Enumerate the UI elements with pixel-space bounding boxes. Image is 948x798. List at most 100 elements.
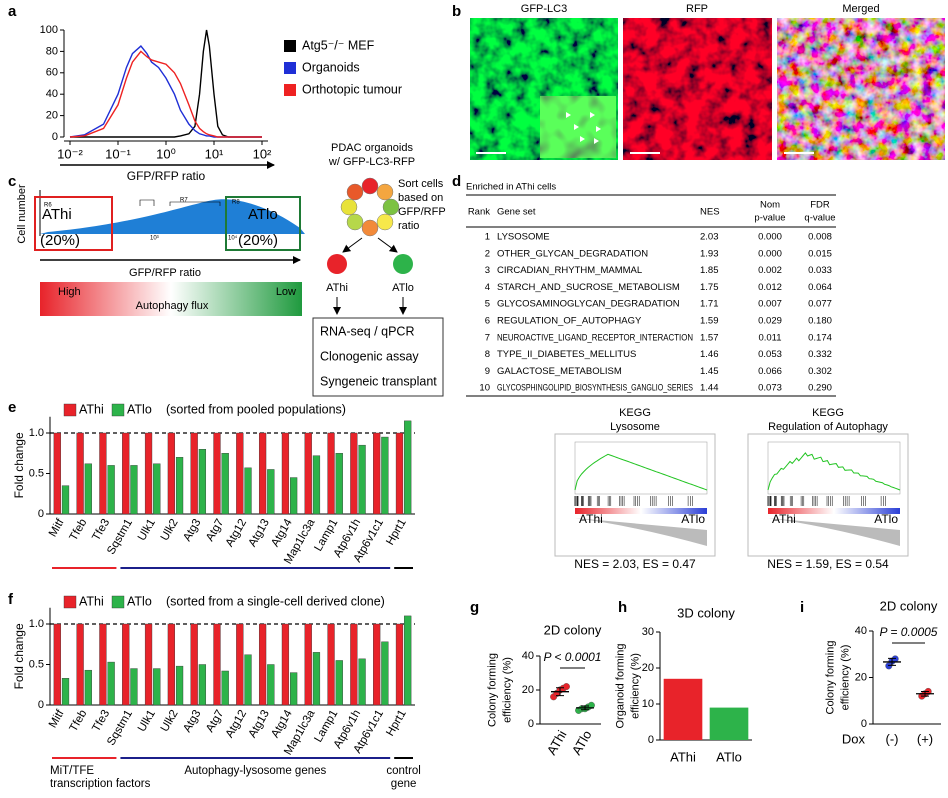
error-bar: [888, 657, 896, 666]
table-cell: 0.008: [808, 232, 832, 243]
bar: [213, 623, 221, 706]
group-label: transcription factors: [50, 778, 151, 790]
flux-low: Low: [276, 286, 296, 298]
bar: [395, 623, 404, 706]
table-cell: REGULATION_OF_AUTOPHAGY: [497, 316, 642, 327]
gsea-label: ATlo: [874, 512, 898, 526]
table-caption: Enriched in AThi cells: [466, 182, 556, 193]
bar: [350, 432, 358, 515]
table-cell: OTHER_GLYCAN_DEGRADATION: [497, 248, 648, 259]
table-header: q-value: [804, 213, 835, 224]
x-tick-label: Hprt1: [384, 708, 408, 738]
panel-letter: c: [8, 173, 16, 190]
bar: [327, 432, 335, 515]
table-cell: STARCH_AND_SUCROSE_METABOLISM: [497, 282, 680, 293]
population: ATlo: [392, 282, 414, 294]
series-line: [70, 29, 262, 138]
table-cell: 0.015: [808, 248, 832, 259]
cell: [346, 213, 364, 231]
assay-box: [312, 317, 444, 397]
table-cell: LYSOSOME: [497, 232, 550, 243]
chart-title: 2D colony: [544, 622, 602, 637]
cell: [376, 183, 394, 201]
hit-barcode: [767, 496, 886, 506]
bar: [327, 623, 335, 706]
table-cell: 0.011: [758, 332, 781, 343]
legend-swatch: [111, 595, 125, 609]
group-label: gene: [391, 778, 417, 790]
bar: [167, 623, 175, 706]
table-cell: 1.93: [700, 248, 719, 259]
enrichment-curve: [767, 452, 901, 491]
group-label: Autophagy-lysosome genes: [184, 765, 326, 777]
x-tick-label: Tfeb: [68, 708, 90, 734]
bar: [99, 432, 107, 515]
bar: [358, 444, 366, 515]
table-cell: 1.46: [700, 349, 719, 360]
table-cell: 0.064: [808, 282, 832, 293]
bar: [144, 432, 153, 515]
table-header: Nom: [760, 200, 780, 211]
x-tick-label: Mitf: [47, 516, 67, 539]
table-header: FDR: [810, 200, 830, 211]
panel-letter: b: [452, 3, 461, 20]
table-cell: 0.302: [808, 366, 832, 377]
table-cell: 0.000: [758, 232, 782, 243]
y-tick-label: 20: [855, 671, 867, 683]
y-axis-label: efficiency (%): [629, 653, 641, 719]
panel-letter: e: [8, 399, 16, 416]
bar: [290, 477, 298, 515]
bar: [267, 469, 275, 515]
panel-letter: a: [8, 3, 17, 20]
arrowheads: [566, 112, 601, 144]
flux-high: High: [58, 286, 81, 298]
dot: [587, 701, 595, 709]
panel-letter: d: [452, 173, 461, 190]
image-title: Merged: [842, 3, 879, 15]
table-cell: 0.000: [758, 248, 782, 259]
y-tick-label: 0: [648, 734, 654, 746]
x-tick-label: Mitf: [47, 707, 67, 730]
y-tick-label: 60: [46, 67, 58, 79]
bar: [122, 623, 130, 706]
y-tick-label: 40: [855, 625, 867, 637]
bar: [53, 432, 61, 515]
bar: [190, 432, 198, 515]
legend-swatch: [284, 62, 296, 74]
table-cell: 2.03: [700, 232, 719, 243]
series-line: [69, 45, 262, 138]
x-tick-label: 10¹: [205, 146, 224, 161]
table-cell: 7: [485, 332, 490, 343]
y-axis-label: efficiency (%): [501, 657, 513, 723]
y-tick-label: 30: [642, 626, 654, 638]
table-cell: 0.066: [758, 366, 782, 377]
sort-label: GFP/RFP: [398, 206, 446, 218]
legend-label: Atg5⁻/⁻ MEF: [302, 38, 375, 52]
table-cell: 0.029: [758, 316, 782, 327]
bar: [175, 665, 184, 706]
y-tick-label: 0: [38, 699, 44, 711]
legend-label: Organoids: [302, 60, 360, 74]
x-tick-label: 10⁻²: [57, 146, 83, 161]
table-cell: GLYCOSPHINGOLIPID_BIOSYNTHESIS_GANGLIO_S…: [497, 383, 693, 394]
bar: [153, 463, 161, 515]
gsea-plot-area: [574, 441, 708, 495]
x-tick-label: Ulk1: [136, 708, 158, 734]
bar: [213, 432, 221, 515]
y-tick-label: 0: [528, 718, 534, 730]
bar: [130, 668, 138, 706]
table-cell: 5: [485, 299, 490, 310]
x-tick-label: 10⁻¹: [105, 146, 131, 161]
organoid-label: PDAC organoids: [331, 142, 413, 154]
y-tick-label: 100: [40, 24, 58, 36]
histogram: [40, 199, 305, 234]
hit-barcode: [574, 496, 693, 506]
flux-label: Autophagy flux: [136, 300, 209, 312]
legend-swatch: [63, 403, 77, 417]
bar: [61, 678, 70, 706]
bar: [350, 623, 358, 706]
gsea-stats: NES = 2.03, ES = 0.47: [574, 557, 696, 571]
bar: [304, 623, 312, 706]
bar: [663, 678, 703, 740]
x-tick-label: Atg12: [224, 517, 249, 549]
